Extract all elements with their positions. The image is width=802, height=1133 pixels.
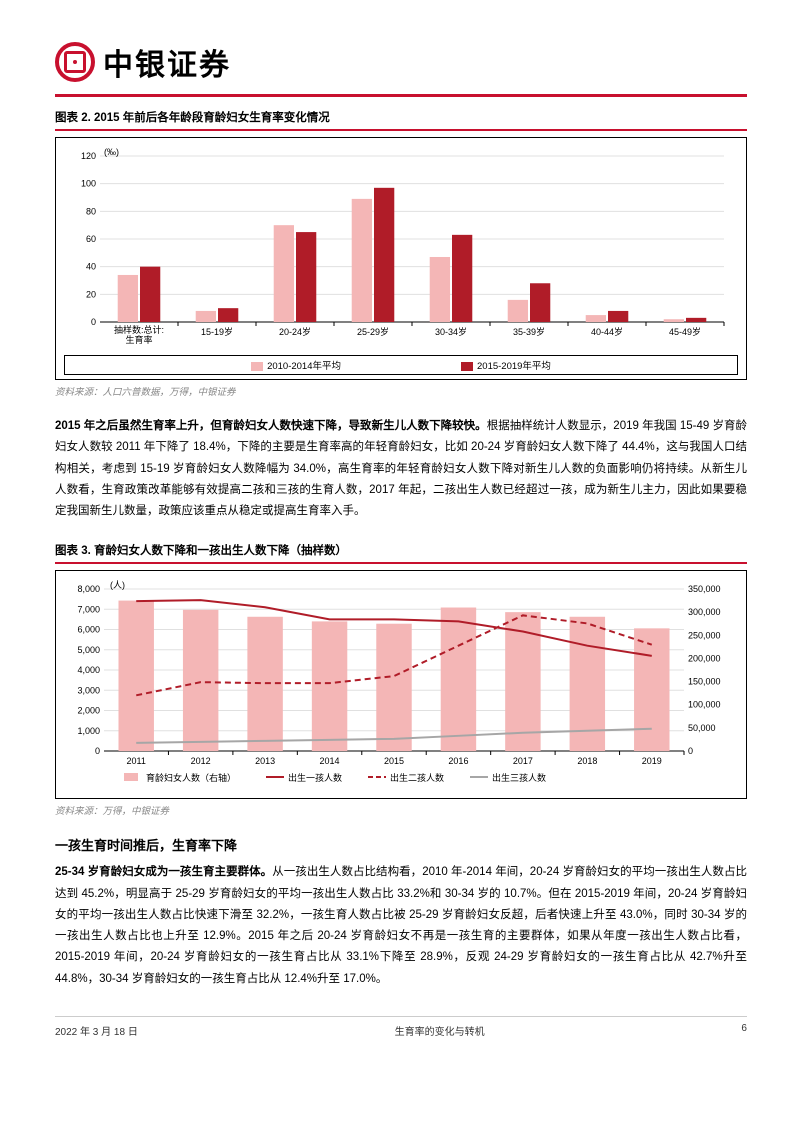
svg-text:2,000: 2,000 (77, 706, 100, 716)
svg-text:120: 120 (81, 151, 96, 161)
svg-text:育龄妇女人数（右轴）: 育龄妇女人数（右轴） (146, 772, 236, 783)
svg-text:(‰): (‰) (104, 147, 119, 157)
svg-text:2018: 2018 (577, 756, 597, 766)
svg-text:2011: 2011 (127, 756, 146, 766)
svg-text:15-19岁: 15-19岁 (201, 326, 233, 337)
svg-text:3,000: 3,000 (77, 686, 100, 696)
svg-text:50,000: 50,000 (688, 723, 716, 733)
svg-text:7,000: 7,000 (77, 605, 100, 615)
svg-text:35-39岁: 35-39岁 (513, 326, 545, 337)
svg-text:0: 0 (95, 746, 100, 756)
svg-text:2017: 2017 (513, 756, 533, 766)
section-heading: 一孩生育时间推后，生育率下降 (55, 835, 747, 854)
svg-text:出生一孩人数: 出生一孩人数 (288, 772, 342, 783)
svg-text:100,000: 100,000 (688, 700, 721, 710)
chart3-container: 0 1,000 2,000 3,000 4,000 5,000 6,000 7,000 8,00… (55, 570, 747, 799)
svg-text:2015: 2015 (384, 756, 404, 766)
chart2-legend: 2010-2014年平均 2015-2019年平均 (64, 355, 738, 375)
svg-text:出生二孩人数: 出生二孩人数 (390, 772, 444, 783)
svg-text:100: 100 (81, 179, 96, 189)
svg-text:45-49岁: 45-49岁 (669, 326, 701, 337)
svg-text:0: 0 (688, 746, 693, 756)
svg-text:20: 20 (86, 289, 96, 299)
footer-page: 6 (741, 1023, 747, 1038)
svg-text:40-44岁: 40-44岁 (591, 326, 623, 337)
svg-text:40: 40 (86, 262, 96, 272)
svg-text:4,000: 4,000 (77, 665, 100, 675)
chart3-source: 资料来源：万得，中银证券 (55, 803, 747, 817)
svg-text:2013: 2013 (255, 756, 275, 766)
chart3-title: 图表 3. 育龄妇女人数下降和一孩出生人数下降（抽样数） (55, 542, 747, 564)
svg-text:20-24岁: 20-24岁 (279, 326, 311, 337)
logo-icon (55, 42, 95, 82)
svg-text:5,000: 5,000 (77, 645, 100, 655)
svg-text:0: 0 (91, 317, 96, 327)
svg-text:生育率: 生育率 (125, 334, 152, 345)
page-footer: 2022 年 3 月 18 日 生育率的变化与转机 6 (55, 1016, 747, 1038)
header-rule (55, 94, 747, 97)
paragraph-1: 2015 年之后虽然生育率上升，但育龄妇女人数快速下降，导致新生儿人数下降较快。… (55, 416, 747, 522)
page-root: 中银证券 图表 2. 2015 年前后各年龄段育龄妇女生育率变化情况 0 20 40… (0, 0, 802, 1058)
svg-text:2019: 2019 (642, 756, 662, 766)
paragraph-2: 25-34 岁育龄妇女成为一孩生育主要群体。从一孩出生人数占比结构看，2010 … (55, 862, 747, 990)
svg-text:8,000: 8,000 (77, 584, 100, 594)
chart2-legend-item-2: 2015-2019年平均 (461, 358, 551, 372)
svg-text:2016: 2016 (448, 756, 468, 766)
svg-text:350,000: 350,000 (688, 584, 721, 594)
svg-text:250,000: 250,000 (688, 631, 721, 641)
svg-text:(人): (人) (110, 580, 125, 590)
report-header: 中银证券 (55, 40, 747, 84)
chart2-svg: 0 20 40 60 80 100 120 (‰) 抽样数:总计:生育率 15-19岁 20-24岁… (62, 146, 732, 346)
svg-text:60: 60 (86, 234, 96, 244)
chart3-svg: 0 1,000 2,000 3,000 4,000 5,000 6,000 7,000 8,00… (62, 579, 732, 789)
svg-text:抽样数:总计:: 抽样数:总计: (114, 324, 164, 335)
svg-text:200,000: 200,000 (688, 654, 721, 664)
chart2-source: 资料来源：人口六普数据，万得，中银证券 (55, 384, 747, 398)
footer-title: 生育率的变化与转机 (395, 1023, 485, 1038)
svg-text:6,000: 6,000 (77, 625, 100, 635)
chart2-title: 图表 2. 2015 年前后各年龄段育龄妇女生育率变化情况 (55, 109, 747, 131)
para1-rest: 根据抽样统计人数显示，2019 年我国 15-49 岁育龄妇女人数较 2011 … (55, 420, 747, 517)
para1-lead: 2015 年之后虽然生育率上升，但育龄妇女人数快速下降，导致新生儿人数下降较快。 (55, 420, 487, 432)
brand-name: 中银证券 (103, 40, 231, 84)
svg-text:30-34岁: 30-34岁 (435, 326, 467, 337)
svg-text:80: 80 (86, 206, 96, 216)
para2-rest: 从一孩出生人数占比结构看，2010 年-2014 年间，20-24 岁育龄妇女的… (55, 866, 747, 984)
svg-text:2014: 2014 (320, 756, 340, 766)
chart2-container: 0 20 40 60 80 100 120 (‰) 抽样数:总计:生育率 15-19岁 20-24岁… (55, 137, 747, 380)
para2-lead: 25-34 岁育龄妇女成为一孩生育主要群体。 (55, 866, 272, 878)
chart2-legend-item-1: 2010-2014年平均 (251, 358, 341, 372)
svg-text:300,000: 300,000 (688, 607, 721, 617)
footer-date: 2022 年 3 月 18 日 (55, 1023, 138, 1038)
svg-text:25-29岁: 25-29岁 (357, 326, 389, 337)
svg-text:出生三孩人数: 出生三孩人数 (492, 772, 546, 783)
svg-text:1,000: 1,000 (77, 726, 100, 736)
svg-text:150,000: 150,000 (688, 677, 721, 687)
svg-text:2012: 2012 (191, 756, 211, 766)
